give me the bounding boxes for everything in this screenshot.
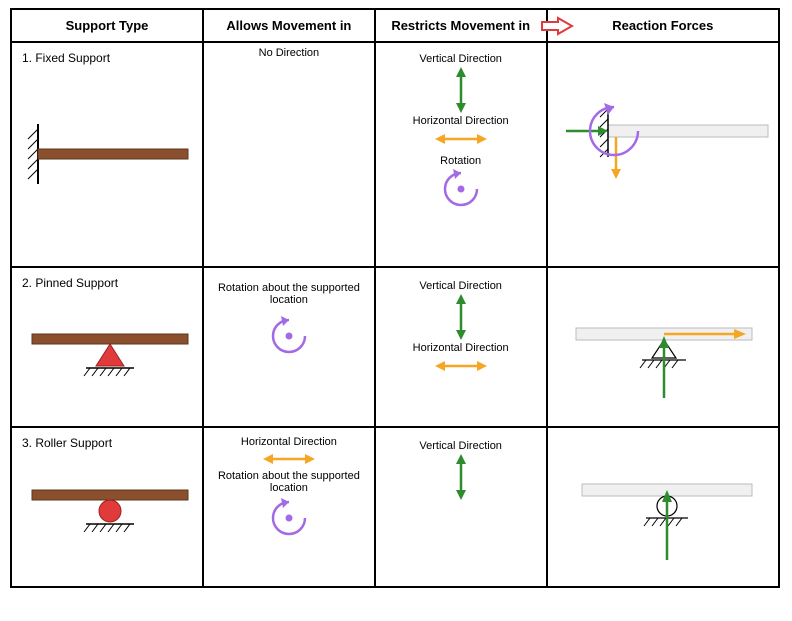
roller-title: 3. Roller Support [16,432,198,454]
fixed-allows: No Direction [259,47,320,59]
pinned-support-diagram [16,294,202,409]
pinned-reaction-diagram [552,272,778,417]
horizontal-arrow-icon [431,354,491,378]
rotation-arrow-icon [433,167,489,211]
roller-reaction-diagram [552,432,778,577]
header-reaction: Reaction Forces [547,9,779,42]
header-restricts: Restricts Movement in [375,9,547,42]
pinned-title: 2. Pinned Support [16,272,198,294]
fixed-reaction-diagram [552,47,778,257]
label-horizontal: Horizontal Direction [380,115,542,127]
header-arrow-icon [540,16,574,36]
row-fixed: 1. Fixed Support No Direction Vertical D… [11,42,779,267]
vertical-arrow-icon [441,452,481,502]
roller-allows-r: Rotation about the supported location [208,470,370,494]
vertical-arrow-icon [441,292,481,342]
label-rotation: Rotation [380,155,542,167]
rotation-arrow-icon [261,496,317,540]
fixed-title: 1. Fixed Support [16,47,198,69]
horizontal-arrow-icon [431,127,491,151]
fixed-support-diagram [16,69,202,244]
horizontal-arrow-icon [259,448,319,470]
roller-allows-h: Horizontal Direction [208,436,370,448]
row-roller: 3. Roller Support Horizontal Direction [11,427,779,587]
pinned-allows: Rotation about the supported location [208,282,370,306]
label-vertical: Vertical Direction [380,280,542,292]
header-row: Support Type Allows Movement in Restrict… [11,9,779,42]
roller-support-diagram [16,454,202,569]
label-horizontal: Horizontal Direction [380,342,542,354]
rotation-arrow-icon [261,314,317,358]
label-vertical: Vertical Direction [380,440,542,452]
row-pinned: 2. Pinned Support Rotation about the sup… [11,267,779,427]
support-types-table: Support Type Allows Movement in Restrict… [10,8,780,588]
label-vertical: Vertical Direction [380,53,542,65]
header-support-type: Support Type [11,9,203,42]
vertical-arrow-icon [441,65,481,115]
header-allows: Allows Movement in [203,9,375,42]
